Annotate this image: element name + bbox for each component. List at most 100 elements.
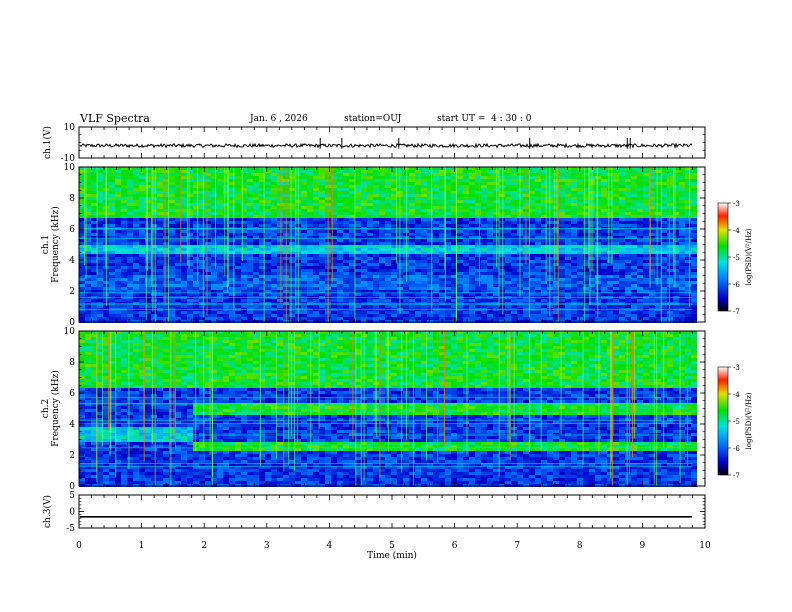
- spectrogram-cell: [529, 242, 535, 245]
- spectrogram-cell: [187, 209, 193, 212]
- spectrogram-cell: [343, 254, 349, 257]
- spectrogram-cell: [289, 173, 295, 176]
- spectrogram-cell: [433, 182, 439, 185]
- spectrogram-cell: [385, 170, 391, 173]
- spectrogram-cell: [121, 191, 127, 194]
- spectrogram-cell: [643, 242, 649, 245]
- spectrogram-cell: [331, 209, 337, 212]
- spectrogram-cell: [127, 197, 133, 200]
- spectrogram-cell: [235, 287, 241, 290]
- spectrogram-cell: [475, 284, 481, 287]
- spectrogram-cell: [97, 317, 103, 320]
- spectrogram-cell: [145, 284, 151, 287]
- spectrogram-cell: [343, 257, 349, 260]
- spectrogram-cell: [415, 215, 421, 218]
- spectrogram-cell: [385, 191, 391, 194]
- spectrogram-cell: [601, 182, 607, 185]
- spectrogram-cell: [271, 209, 277, 212]
- spectrogram-cell: [259, 218, 265, 221]
- spectrogram-cell: [187, 317, 193, 320]
- spectrogram-cell: [403, 242, 409, 245]
- spectrogram-cell: [529, 293, 535, 296]
- spectrogram-cell: [583, 278, 589, 281]
- spectrogram-cell: [475, 251, 481, 254]
- spectrogram-cell: [499, 257, 505, 260]
- spectrogram-cell: [301, 278, 307, 281]
- spectrogram-cell: [133, 173, 139, 176]
- spectrogram-cell: [481, 221, 487, 224]
- spectrogram-cell: [391, 236, 397, 239]
- spectrogram-cell: [559, 224, 565, 227]
- spectrogram-cell: [217, 263, 223, 266]
- spectrogram-cell: [535, 230, 541, 233]
- spectrogram-cell: [199, 260, 205, 263]
- spectrogram-cell: [607, 212, 613, 215]
- spectrogram-cell: [361, 263, 367, 266]
- spectrogram-cell: [355, 197, 361, 200]
- spectrogram-cell: [205, 173, 211, 176]
- spectrogram-cell: [559, 263, 565, 266]
- spectrogram-cell: [151, 179, 157, 182]
- spectrogram-cell: [625, 182, 631, 185]
- spectrogram-cell: [253, 305, 259, 308]
- spectrogram-cell: [607, 221, 613, 224]
- spectrogram-cell: [127, 194, 133, 197]
- spectrogram-cell: [301, 317, 307, 320]
- spectrogram-cell: [307, 266, 313, 269]
- spectrogram-cell: [469, 242, 475, 245]
- spectrogram-cell: [619, 179, 625, 182]
- spectrogram-cell: [157, 200, 163, 203]
- spectrogram-cell: [241, 173, 247, 176]
- spectrogram-cell: [643, 248, 649, 251]
- spectrogram-cell: [211, 188, 217, 191]
- spectrogram-cell: [79, 251, 85, 254]
- spectrogram-cell: [79, 233, 85, 236]
- spectrogram-cell: [265, 317, 271, 320]
- spectrogram-cell: [229, 200, 235, 203]
- spectrogram-cell: [247, 200, 253, 203]
- spectrogram-cell: [301, 248, 307, 251]
- spectrogram-cell: [421, 275, 427, 278]
- spectrogram-cell: [181, 218, 187, 221]
- spectrogram-cell: [481, 197, 487, 200]
- spectrogram-cell: [139, 191, 145, 194]
- spectrogram-cell: [355, 173, 361, 176]
- spectrogram-cell: [457, 314, 463, 317]
- spectrogram-cell: [373, 269, 379, 272]
- spectrogram-cell: [229, 206, 235, 209]
- spectrogram-cell: [301, 215, 307, 218]
- spectrogram-cell: [265, 305, 271, 308]
- spectrogram-cell: [409, 311, 415, 314]
- spectrogram-cell: [433, 209, 439, 212]
- spectrogram-cell: [157, 269, 163, 272]
- spectrogram-cell: [511, 272, 517, 275]
- spectrogram-cell: [607, 197, 613, 200]
- spectrogram-cell: [553, 263, 559, 266]
- spectrogram-cell: [577, 197, 583, 200]
- spectrogram-cell: [313, 215, 319, 218]
- spectrogram-cell: [331, 182, 337, 185]
- spectrogram-cell: [577, 218, 583, 221]
- spectrogram-cell: [289, 290, 295, 293]
- spectrogram-cell: [409, 185, 415, 188]
- spectrogram-cell: [253, 209, 259, 212]
- spectrogram-cell: [133, 254, 139, 257]
- spectrogram-cell: [601, 188, 607, 191]
- spectrogram-cell: [157, 278, 163, 281]
- spectrogram-cell: [619, 269, 625, 272]
- spectrogram-cell: [85, 179, 91, 182]
- spectrogram-cell: [631, 269, 637, 272]
- spectrogram-cell: [475, 272, 481, 275]
- spectrogram-cell: [169, 236, 175, 239]
- spectrogram-cell: [205, 290, 211, 293]
- spectrogram-cell: [157, 224, 163, 227]
- spectrogram-cell: [421, 194, 427, 197]
- spectrogram-cell: [289, 275, 295, 278]
- spectrogram-cell: [433, 260, 439, 263]
- spectrogram-cell: [451, 170, 457, 173]
- spectrogram-cell: [277, 212, 283, 215]
- spectrogram-cell: [259, 236, 265, 239]
- spectrogram-cell: [445, 185, 451, 188]
- spectrogram-cell: [361, 266, 367, 269]
- spectrogram-cell: [367, 194, 373, 197]
